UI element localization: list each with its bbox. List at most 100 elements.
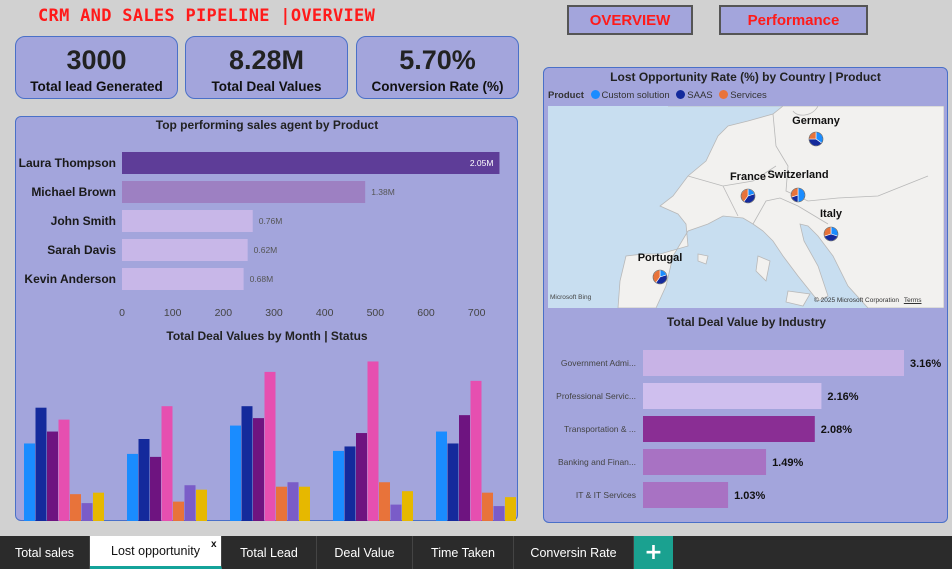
- tab-time-taken[interactable]: Time Taken: [413, 536, 514, 569]
- month-status-bar[interactable]: [264, 371, 276, 521]
- month-status-bar[interactable]: [493, 506, 505, 521]
- x-tick-label: 600: [417, 307, 435, 319]
- map-title: Lost Opportunity Rate (%) by Country | P…: [610, 70, 881, 84]
- x-tick-label: 700: [468, 307, 486, 319]
- agent-bar[interactable]: [122, 152, 500, 174]
- tab-lost-opportunity[interactable]: Lost opportunity: [90, 536, 222, 569]
- month-status-bar[interactable]: [333, 450, 344, 521]
- pie-outline: [652, 269, 668, 285]
- country-label: Germany: [792, 115, 841, 127]
- month-status-bar[interactable]: [150, 456, 161, 521]
- legend-item[interactable]: Custom solution: [601, 90, 670, 101]
- agent-bar[interactable]: [122, 239, 248, 261]
- industry-bar[interactable]: [643, 449, 767, 475]
- month-status-bar[interactable]: [24, 443, 35, 521]
- month-status-bar[interactable]: [47, 431, 58, 521]
- agent-data-label: 0.76M: [259, 216, 283, 226]
- month-status-bar[interactable]: [402, 491, 413, 521]
- agent-label: Sarah Davis: [47, 243, 116, 257]
- terms-link[interactable]: Terms: [903, 297, 922, 304]
- industry-data-label: 1.03%: [734, 490, 765, 502]
- month-status-bar[interactable]: [138, 439, 150, 521]
- month-status-bar[interactable]: [230, 425, 241, 521]
- x-tick-label: 400: [316, 307, 334, 319]
- performance-button[interactable]: Performance: [719, 5, 868, 35]
- kpi-label: Total lead Generated: [30, 79, 163, 94]
- month-status-bar[interactable]: [390, 504, 402, 521]
- tab-conversion-rate[interactable]: Conversin Rate: [514, 536, 634, 569]
- legend-item[interactable]: Services: [730, 90, 767, 101]
- kpi-value: 3000: [66, 45, 127, 75]
- country-label: France: [730, 171, 766, 183]
- agent-label: Kevin Anderson: [24, 272, 116, 286]
- agent-label: Laura Thompson: [19, 156, 116, 170]
- month-status-bar[interactable]: [173, 501, 184, 521]
- agent-data-label: 2.05M: [470, 158, 494, 168]
- kpi-label: Total Deal Values: [211, 79, 322, 94]
- month-status-bar[interactable]: [184, 485, 196, 521]
- month-status-bar[interactable]: [379, 482, 390, 521]
- pie-outline: [740, 188, 756, 204]
- x-tick-label: 200: [215, 307, 233, 319]
- industry-data-label: 2.08%: [821, 424, 852, 436]
- x-tick-label: 500: [367, 307, 385, 319]
- add-tab-button[interactable]: +: [634, 536, 673, 569]
- month-status-bar[interactable]: [287, 482, 299, 521]
- month-status-bar[interactable]: [367, 361, 379, 521]
- tab-total-sales[interactable]: Total sales: [0, 536, 90, 569]
- tab-deal-value[interactable]: Deal Value: [317, 536, 413, 569]
- industry-bar[interactable]: [643, 482, 729, 508]
- month-status-bar[interactable]: [161, 406, 173, 521]
- month-status-bar[interactable]: [70, 494, 81, 521]
- month-status-bar[interactable]: [58, 419, 70, 521]
- close-tab-icon[interactable]: x: [211, 539, 217, 550]
- island-sicily: [785, 290, 811, 307]
- month-status-bar[interactable]: [436, 431, 447, 521]
- month-status-bar[interactable]: [470, 380, 482, 521]
- industry-bar[interactable]: [643, 350, 904, 376]
- month-status-bar[interactable]: [35, 407, 47, 521]
- month-status-bar[interactable]: [127, 453, 138, 521]
- industry-data-label: 3.16%: [910, 358, 941, 370]
- country-label: Italy: [820, 208, 843, 220]
- agent-data-label: 0.62M: [254, 245, 278, 255]
- agent-bar[interactable]: [122, 181, 366, 203]
- month-status-bar[interactable]: [356, 433, 367, 521]
- industry-bar[interactable]: [643, 383, 822, 409]
- month-status-bar[interactable]: [447, 443, 459, 521]
- industry-label: Banking and Finan...: [558, 457, 636, 467]
- month-status-bar[interactable]: [459, 415, 470, 521]
- x-tick-label: 300: [265, 307, 283, 319]
- legend-item[interactable]: SAAS: [687, 90, 713, 101]
- overview-button[interactable]: OVERVIEW: [567, 5, 693, 35]
- industry-label: Government Admi...: [561, 358, 636, 368]
- industry-label: Transportation & ...: [564, 424, 636, 434]
- month-status-bar[interactable]: [299, 486, 310, 521]
- month-status-chart[interactable]: Total Deal Values by Month | Status: [16, 327, 519, 522]
- legend-dot-icon: [590, 90, 600, 99]
- agent-bar[interactable]: [122, 268, 244, 290]
- month-status-bar[interactable]: [93, 492, 104, 521]
- month-status-bar[interactable]: [196, 489, 207, 521]
- industry-bar-chart[interactable]: Government Admi... 3.16% Professional Serv…: [544, 332, 949, 522]
- kpi-value: 5.70%: [399, 45, 476, 75]
- month-status-bar[interactable]: [505, 497, 516, 521]
- month-status-bar[interactable]: [482, 492, 493, 521]
- agent-bar[interactable]: [122, 210, 253, 232]
- country-map[interactable]: Germany France Switzerland Italy Portugal: [548, 106, 944, 308]
- tab-total-lead[interactable]: Total Lead: [222, 536, 317, 569]
- page-tabs: Total sales Lost opportunity Total Lead …: [0, 536, 952, 569]
- month-status-bar[interactable]: [344, 446, 356, 521]
- month-status-bar[interactable]: [276, 486, 287, 521]
- industry-chart-title: Total Deal Value by Industry: [666, 315, 827, 329]
- month-status-bar[interactable]: [253, 418, 264, 521]
- industry-data-label: 1.49%: [772, 457, 803, 469]
- agents-bar-chart[interactable]: Top performing sales agent by Product La…: [16, 117, 519, 327]
- month-status-bar[interactable]: [241, 406, 253, 521]
- borders: [687, 113, 929, 225]
- industry-bar[interactable]: [643, 416, 815, 442]
- month-status-bar[interactable]: [81, 503, 93, 521]
- islands: [697, 253, 771, 282]
- agent-label: John Smith: [51, 214, 116, 228]
- kpi-total-leads: 3000 Total lead Generated: [15, 36, 178, 99]
